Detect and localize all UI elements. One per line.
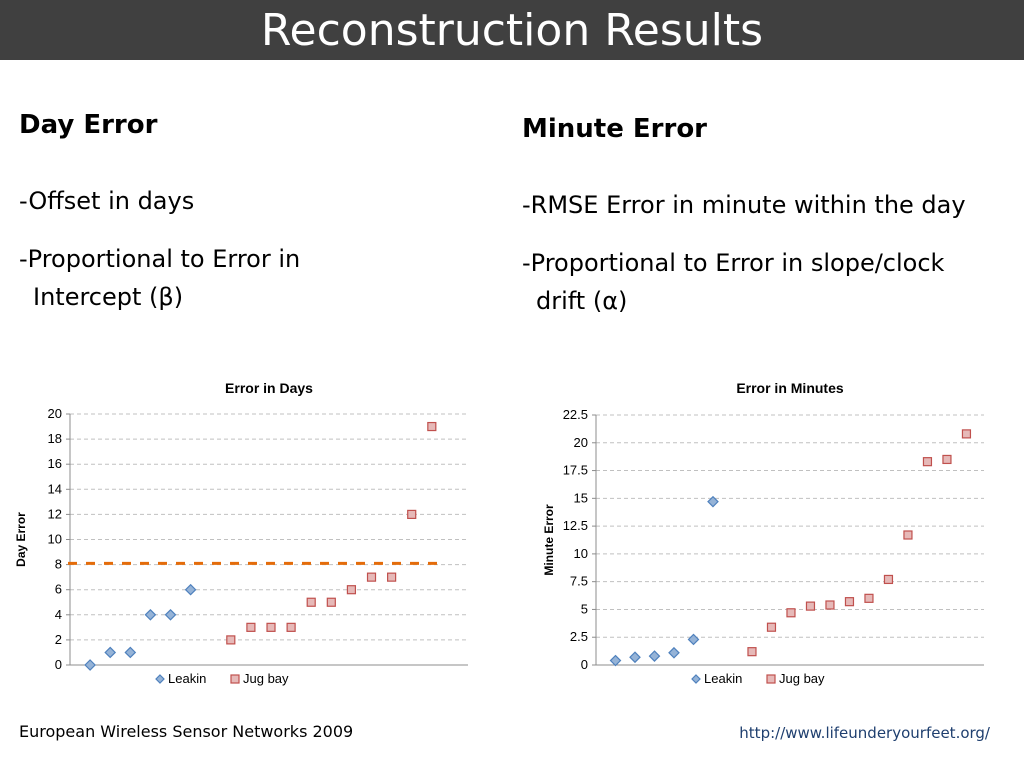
minute-error-bullet-1: -RMSE Error in minute within the day xyxy=(522,191,966,219)
day-error-jugbay-point xyxy=(246,622,256,632)
minute-error-jugbay-point xyxy=(883,574,894,585)
day-error-jugbay-point xyxy=(326,597,336,607)
day-error-leakin-point xyxy=(164,608,177,621)
day-error-jugbay-point xyxy=(427,421,437,432)
minute-error-bullet-2-line-2: drift (α) xyxy=(536,287,628,315)
minute-error-heading: Minute Error xyxy=(522,114,708,144)
minute-error-leakin-point xyxy=(687,633,700,646)
left-column: Day Error -Offset in days -Proportional … xyxy=(19,110,489,336)
minute-error-jugbay-point xyxy=(825,600,835,610)
day-error-y-axis-label: Day Error xyxy=(14,512,28,567)
day-error-y-tick-label: 4 xyxy=(55,607,62,622)
minute-error-legend-leakin-label: Leakin xyxy=(704,671,742,686)
day-error-y-tick-label: 18 xyxy=(48,431,62,446)
day-error-jugbay-point xyxy=(346,585,357,595)
minute-error-bullet-2-line-1: -Proportional to Error in slope/clock xyxy=(522,249,945,277)
slide-title: Reconstruction Results xyxy=(0,0,1024,60)
day-error-bullet-2-line-2: Intercept (β) xyxy=(33,283,184,311)
minute-error-y-tick-label: 17.5 xyxy=(563,463,588,478)
day-error-leakin-point xyxy=(124,646,137,659)
minute-error-y-tick-label: 22.5 xyxy=(563,407,588,422)
minute-error-y-axis-label: Minute Error xyxy=(542,504,556,576)
minute-error-y-tick-label: 10 xyxy=(574,546,588,561)
day-error-bullet-1: -Offset in days xyxy=(19,187,195,215)
minute-error-y-tick-label: 20 xyxy=(574,435,588,450)
minute-error-jugbay-point xyxy=(805,601,816,611)
day-error-jugbay-point xyxy=(387,572,397,582)
day-error-jugbay-point xyxy=(306,597,316,607)
minute-error-jugbay-point xyxy=(844,597,855,607)
day-error-chart-title: Error in Days xyxy=(225,380,313,396)
day-error-bullet-2: -Proportional to Error in Intercept (β) xyxy=(19,240,489,316)
minute-error-leakin-point xyxy=(629,651,641,664)
minute-error-leakin-point xyxy=(648,650,661,662)
day-error-bullet-2-line-1: -Proportional to Error in xyxy=(19,245,301,273)
day-error-heading: Day Error xyxy=(19,110,158,140)
minute-error-jugbay-point xyxy=(766,622,777,632)
day-error-y-tick-label: 20 xyxy=(48,406,62,421)
day-error-legend-jugbay-marker xyxy=(230,674,240,684)
minute-error-chart-svg: Error in Minutes Minute Error 0 2.5 5 7.5 10 12… xyxy=(542,380,984,686)
minute-error-legend-leakin-marker xyxy=(691,674,701,684)
minute-error-chart: Error in Minutes Minute Error 0 2.5 5 7.5 10 12… xyxy=(530,372,1000,702)
day-error-y-tick-label: 14 xyxy=(48,481,62,496)
minute-error-jugbay-point xyxy=(942,454,952,465)
day-error-leakin-point xyxy=(144,608,157,621)
minute-error-leakin-point xyxy=(707,495,719,508)
day-error-chart: Error in Days Day Error 0 2 4 6 8 10 12 14 16 18 20 L… xyxy=(10,372,490,702)
day-error-leakin-point xyxy=(184,583,197,596)
minute-error-legend-jugbay-label: Jug bay xyxy=(779,671,825,686)
day-error-legend-leakin-label: Leakin xyxy=(168,671,206,686)
day-error-y-tick-label: 8 xyxy=(55,557,62,572)
minute-error-leakin-point xyxy=(609,654,622,667)
day-error-y-tick-label: 0 xyxy=(55,657,62,672)
minute-error-jugbay-point xyxy=(961,429,972,439)
day-error-y-tick-label: 2 xyxy=(55,632,62,647)
day-error-jugbay-point xyxy=(226,635,236,645)
day-error-jugbay-point xyxy=(407,509,417,519)
day-error-legend-leakin-marker xyxy=(155,674,165,684)
minute-error-y-tick-label: 2.5 xyxy=(570,629,588,644)
minute-error-y-tick-label: 12.5 xyxy=(563,518,588,533)
minute-error-leakin-point xyxy=(668,646,680,659)
minute-error-y-tick-label: 15 xyxy=(574,490,588,505)
day-error-jugbay-point xyxy=(366,572,377,582)
minute-error-jugbay-point xyxy=(864,593,874,603)
day-error-leakin-point xyxy=(104,646,117,659)
right-column: Minute Error -RMSE Error in minute withi… xyxy=(522,114,1017,340)
minute-error-jugbay-point xyxy=(922,457,933,467)
day-error-jugbay-point xyxy=(286,622,296,632)
day-error-leakin-point xyxy=(84,659,96,671)
footer-url-link[interactable]: http://www.lifeunderyourfeet.org/ xyxy=(739,724,990,742)
day-error-y-tick-label: 10 xyxy=(48,532,62,547)
minute-error-y-tick-label: 7.5 xyxy=(570,574,588,589)
minute-error-jugbay-point xyxy=(747,647,757,657)
minute-error-bullet-2: -Proportional to Error in slope/clock dr… xyxy=(522,244,1017,320)
day-error-jugbay-point xyxy=(266,622,276,632)
minute-error-legend-jugbay-marker xyxy=(766,674,776,684)
day-error-y-tick-label: 6 xyxy=(55,582,62,597)
day-error-legend-jugbay-label: Jug bay xyxy=(243,671,289,686)
minute-error-jugbay-point xyxy=(786,608,796,618)
minute-error-y-tick-label: 0 xyxy=(581,657,588,672)
day-error-y-tick-label: 16 xyxy=(48,456,62,471)
minute-error-chart-title: Error in Minutes xyxy=(736,380,844,396)
footer-conference: European Wireless Sensor Networks 2009 xyxy=(19,722,354,741)
day-error-y-tick-label: 12 xyxy=(48,506,62,521)
minute-error-jugbay-point xyxy=(903,530,913,540)
day-error-chart-svg: Error in Days Day Error 0 2 4 6 8 10 12 14 16 18 20 L… xyxy=(14,380,468,686)
minute-error-y-tick-label: 5 xyxy=(581,601,588,616)
